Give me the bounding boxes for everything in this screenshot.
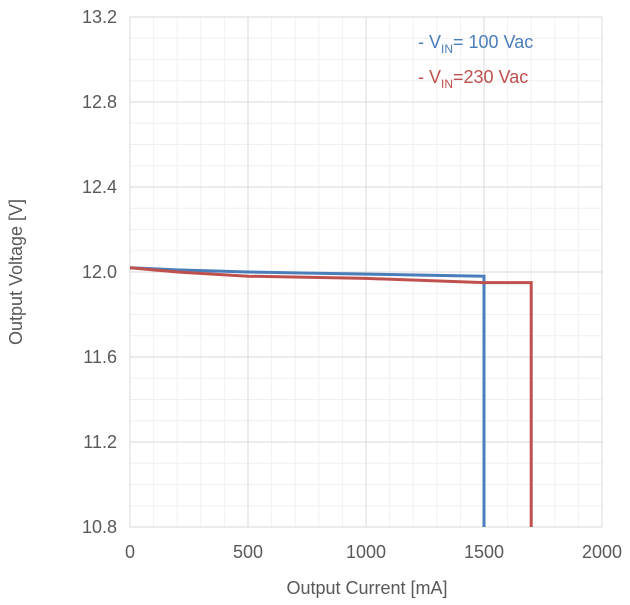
x-tick-label: 1000 — [346, 542, 386, 562]
x-tick-label: 500 — [233, 542, 263, 562]
series-line-2 — [129, 266, 533, 527]
y-tick-labels: 10.8 11.2 11.6 12.0 12.4 12.8 13.2 — [82, 7, 117, 537]
y-tick-label: 13.2 — [82, 7, 117, 27]
x-tick-label: 2000 — [582, 542, 622, 562]
series-lines — [129, 266, 533, 527]
x-axis-title: Output Current [mA] — [286, 578, 447, 598]
y-tick-label: 12.4 — [82, 177, 117, 197]
legend-entry-1: - VIN= 100 Vac — [418, 32, 533, 56]
y-tick-label: 11.2 — [83, 432, 117, 452]
x-tick-label: 1500 — [464, 542, 504, 562]
series-line-1 — [129, 266, 486, 527]
y-tick-label: 12.0 — [82, 262, 117, 282]
y-tick-label: 12.8 — [82, 92, 117, 112]
legend: - VIN= 100 Vac - VIN=230 Vac — [418, 32, 533, 91]
y-tick-label: 10.8 — [82, 517, 117, 537]
x-tick-labels: 0 500 1000 1500 2000 — [125, 542, 622, 562]
y-axis-title: Output Voltage [V] — [6, 199, 26, 345]
x-tick-label: 0 — [125, 542, 135, 562]
y-tick-label: 11.6 — [83, 347, 117, 367]
legend-entry-2: - VIN=230 Vac — [418, 67, 528, 91]
